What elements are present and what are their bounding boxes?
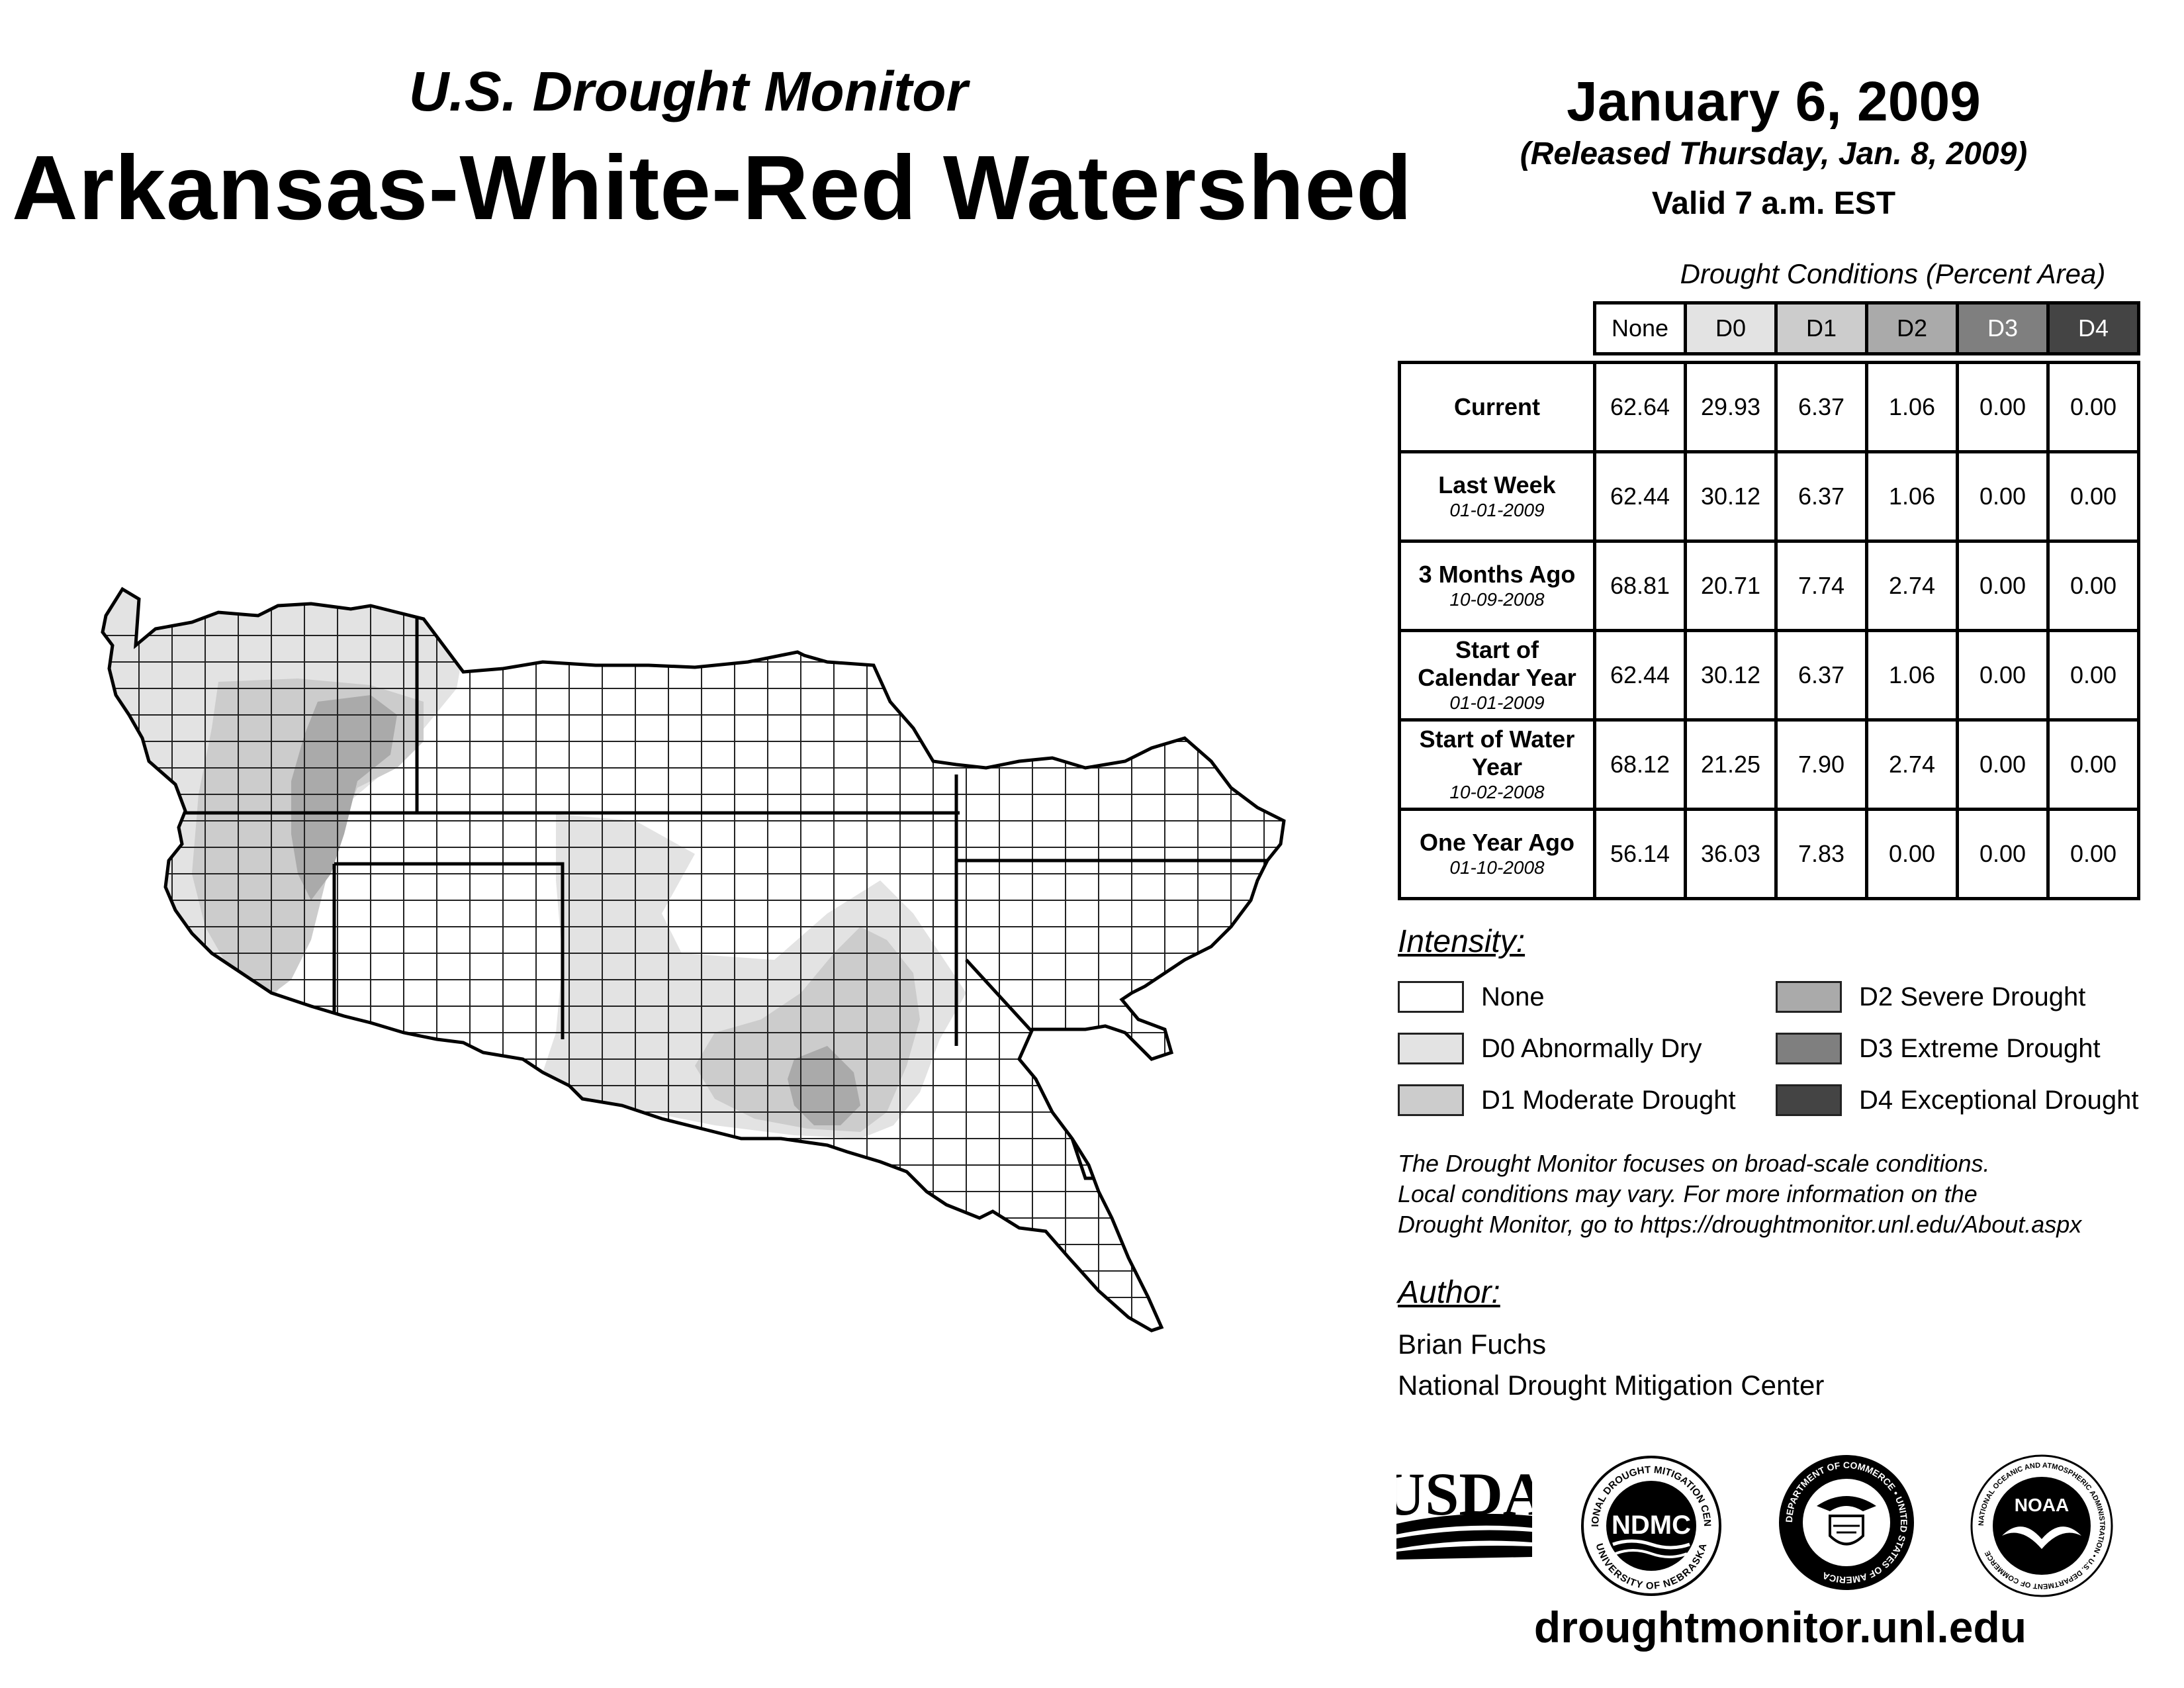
table-cell: 7.83 [1774,808,1868,900]
table-cell: 62.44 [1593,450,1687,543]
column-header: D3 [1956,301,2050,355]
table-cell: 0.00 [1956,450,2050,543]
shield-icon [1829,1515,1864,1546]
row-label: Start of Water Year [1419,726,1575,780]
table-cell: 36.03 [1684,808,1778,900]
legend-swatch [1398,1033,1464,1064]
table-cell: 2.74 [1865,718,1959,811]
row-label: Last Week [1438,471,1556,498]
watershed-map [101,586,1286,1333]
row-date: 01-10-2008 [1449,857,1545,878]
disclaimer-note: The Drought Monitor focuses on broad-sca… [1398,1150,2082,1238]
table-cell: 7.90 [1774,718,1868,811]
eagle-icon [1817,1496,1876,1511]
map-subtitle: U.S. Drought Monitor [408,60,968,122]
table-cell: 21.25 [1684,718,1778,811]
release-date: (Released Thursday, Jan. 8, 2009) [1520,136,2028,171]
table-cell: 0.00 [2046,808,2140,900]
column-header: D4 [2046,301,2140,355]
row-date: 01-01-2009 [1449,692,1545,713]
row-label: Start of Calendar Year [1418,636,1576,691]
table-cell: 6.37 [1774,450,1868,543]
table-cell: 68.81 [1593,539,1687,632]
column-header: D0 [1684,301,1778,355]
table-cell: 0.00 [2046,718,2140,811]
table-row: 3 Months Ago 10-09-2008 68.81 20.71 7.74 … [1398,539,2140,632]
legend-label: D4 Exceptional Drought [1859,1086,2139,1115]
table-row: Start of Calendar Year 01-01-2009 62.44 3… [1398,629,2140,722]
table-caption: Drought Conditions (Percent Area) [1680,258,2106,289]
table-cell: 0.00 [1956,539,2050,632]
author-heading: Author: [1398,1275,1500,1310]
table-row: Last Week 01-01-2009 62.44 30.12 6.37 1.0… [1398,450,2140,543]
watershed-boundary [101,586,1286,1333]
row-date: 01-01-2009 [1449,500,1545,520]
legend-label: None [1481,982,1545,1011]
legend-label: D0 Abnormally Dry [1481,1034,1702,1063]
ndmc-logo: NATIONAL DROUGHT MITIGATION CENTER UNIVE… [1578,1453,1721,1596]
table-cell: 0.00 [1956,808,2050,900]
d1-region-southcentral [695,927,920,1132]
table-cell: 6.37 [1774,629,1868,722]
legend-heading: Intensity: [1398,924,1525,959]
table-cell: 20.71 [1684,539,1778,632]
table-cell: 0.00 [2046,450,2140,543]
table-row: Current 62.64 29.93 6.37 1.06 0.00 0.00 [1398,361,2140,453]
row-date: 10-02-2008 [1449,782,1545,802]
row-label: 3 Months Ago [1418,561,1576,588]
author-organization: National Drought Mitigation Center [1398,1370,1825,1401]
table-cell: 6.37 [1774,361,1868,453]
map-date: January 6, 2009 [1567,70,1981,132]
column-header: D1 [1774,301,1868,355]
column-header: D2 [1865,301,1959,355]
table-cell: 0.00 [1956,361,2050,453]
table-cell: 1.06 [1865,629,1959,722]
valid-time: Valid 7 a.m. EST [1651,186,1896,221]
legend-swatch [1398,981,1464,1013]
row-date: 10-09-2008 [1449,589,1545,610]
table-cell: 0.00 [2046,629,2140,722]
table-cell: 1.06 [1865,361,1959,453]
legend-swatch [1776,1033,1842,1064]
table-cell: 30.12 [1684,629,1778,722]
legend-label: D1 Moderate Drought [1481,1086,1736,1115]
row-label: Current [1453,393,1540,420]
svg-text:NOAA: NOAA [2015,1495,2069,1515]
author-name: Brian Fuchs [1398,1329,1547,1360]
legend-label: D2 Severe Drought [1859,982,2086,1011]
table-cell: 56.14 [1593,808,1687,900]
table-cell: 62.64 [1593,361,1687,453]
legend-label: D3 Extreme Drought [1859,1034,2101,1063]
table-cell: 1.06 [1865,450,1959,543]
gull-icon [2002,1526,2081,1549]
table-cell: 29.93 [1684,361,1778,453]
usda-logo: USDA [1396,1463,1532,1560]
svg-text:NDMC: NDMC [1612,1511,1691,1540]
map-title: Arkansas-White-Red Watershed [12,137,1413,239]
table-row: One Year Ago 01-10-2008 56.14 36.03 7.83 … [1398,808,2140,900]
table-cell: 0.00 [1956,629,2050,722]
legend-swatch [1776,1084,1842,1116]
table-row: Start of Water Year 10-02-2008 68.12 21.2… [1398,718,2140,811]
legend-swatch [1776,981,1842,1013]
table-cell: 0.00 [1865,808,1959,900]
noaa-logo: NATIONAL OCEANIC AND ATMOSPHERIC ADMINIS… [1970,1454,2113,1597]
table-cell: 0.00 [1956,718,2050,811]
table-cell: 68.12 [1593,718,1687,811]
legend-swatch [1398,1084,1464,1116]
department-of-commerce-seal: DEPARTMENT OF COMMERCE • UNITED STATES O… [1779,1455,1914,1590]
row-label: One Year Ago [1419,829,1575,856]
table-cell: 0.00 [2046,361,2140,453]
table-cell: 62.44 [1593,629,1687,722]
table-cell: 30.12 [1684,450,1778,543]
table-cell: 2.74 [1865,539,1959,632]
drought-conditions-table: None D0 D1 D2 D3 D4 Current 62.64 29.93 … [1398,301,2140,900]
website-url[interactable]: droughtmonitor.unl.edu [1533,1603,2027,1652]
column-header: None [1593,301,1687,355]
table-cell: 7.74 [1774,539,1868,632]
author-block: Brian Fuchs National Drought Mitigation … [1398,1324,1824,1406]
table-cell: 0.00 [2046,539,2140,632]
